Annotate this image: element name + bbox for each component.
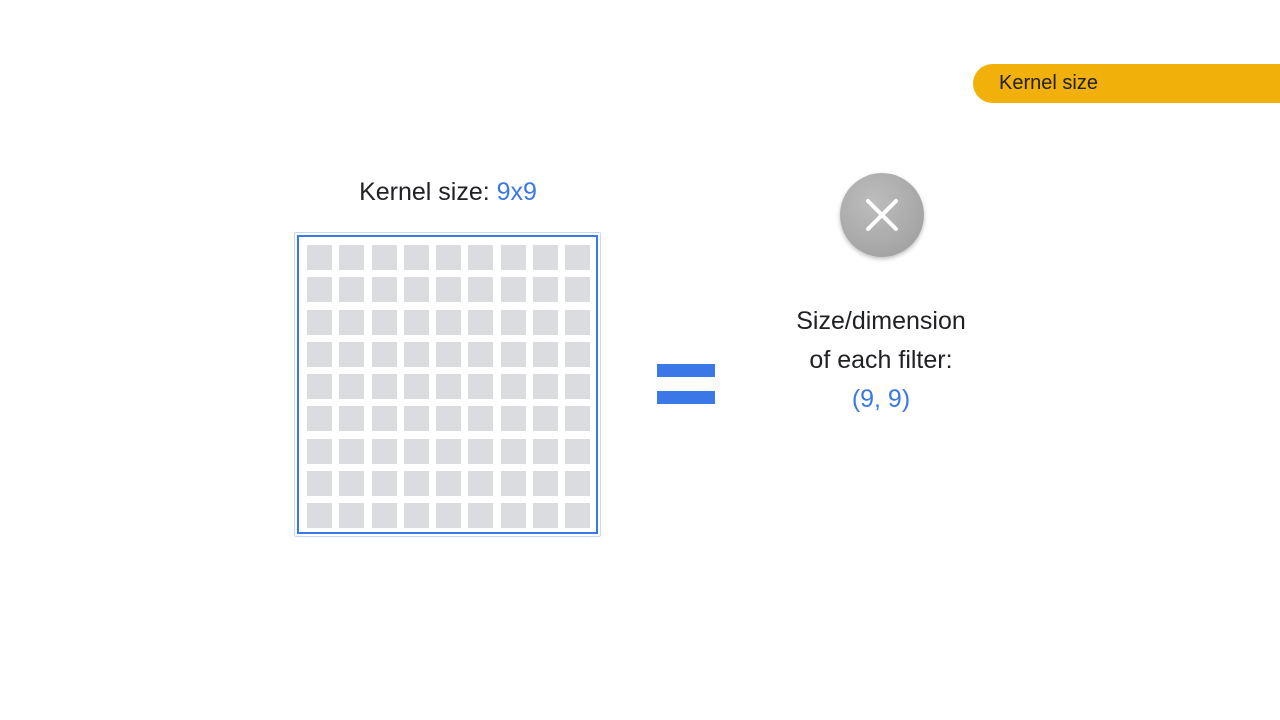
- kernel-cell: [307, 309, 332, 335]
- kernel-cell: [436, 245, 461, 270]
- kernel-cell: [403, 245, 429, 270]
- close-icon-glyph: [866, 199, 898, 231]
- close-icon: [840, 173, 924, 257]
- kernel-cell: [307, 438, 332, 464]
- kernel-cell: [339, 374, 365, 399]
- kernel-cell: [307, 277, 332, 303]
- kernel-cell: [436, 277, 461, 303]
- equals-icon: [657, 364, 715, 404]
- kernel-cell: [565, 277, 590, 303]
- kernel-cell: [371, 374, 397, 399]
- kernel-cell: [371, 245, 397, 270]
- kernel-cell: [532, 470, 558, 496]
- filter-line-2: of each filter:: [809, 346, 953, 374]
- filter-description: Size/dimension of each filter: (9, 9): [740, 302, 1022, 419]
- kernel-grid-box: [294, 232, 601, 537]
- kernel-cell: [339, 277, 365, 303]
- kernel-heading: Kernel size: 9x9: [296, 178, 600, 207]
- kernel-cell: [339, 406, 365, 432]
- kernel-cell: [500, 341, 526, 367]
- kernel-cell: [468, 503, 494, 528]
- kernel-cell: [436, 309, 461, 335]
- kernel-cell: [307, 406, 332, 432]
- equals-bar-bottom: [657, 391, 715, 404]
- kernel-cell: [532, 438, 558, 464]
- kernel-cell: [339, 470, 365, 496]
- kernel-cell: [307, 374, 332, 399]
- kernel-cell: [403, 309, 429, 335]
- kernel-cell: [339, 438, 365, 464]
- kernel-cell: [371, 309, 397, 335]
- kernel-cell: [468, 470, 494, 496]
- kernel-cell: [371, 503, 397, 528]
- kernel-grid: [307, 245, 590, 528]
- kernel-cell: [468, 406, 494, 432]
- equals-bar-top: [657, 364, 715, 377]
- kernel-cell: [307, 341, 332, 367]
- kernel-cell: [403, 374, 429, 399]
- kernel-cell: [339, 341, 365, 367]
- kernel-cell: [371, 470, 397, 496]
- kernel-cell: [468, 438, 494, 464]
- kernel-cell: [371, 277, 397, 303]
- kernel-cell: [339, 309, 365, 335]
- kernel-cell: [468, 341, 494, 367]
- kernel-cell: [565, 341, 590, 367]
- kernel-cell: [403, 438, 429, 464]
- kernel-cell: [532, 277, 558, 303]
- filter-line-1: Size/dimension: [796, 307, 966, 335]
- kernel-cell: [565, 470, 590, 496]
- kernel-cell: [339, 245, 365, 270]
- kernel-cell: [565, 309, 590, 335]
- kernel-cell: [436, 503, 461, 528]
- kernel-cell: [500, 438, 526, 464]
- kernel-size-value: 9x9: [496, 178, 537, 206]
- kernel-cell: [403, 341, 429, 367]
- kernel-cell: [436, 438, 461, 464]
- kernel-cell: [371, 438, 397, 464]
- kernel-cell: [371, 341, 397, 367]
- kernel-cell: [565, 374, 590, 399]
- kernel-cell: [468, 374, 494, 399]
- kernel-cell: [500, 245, 526, 270]
- kernel-cell: [436, 470, 461, 496]
- kernel-cell: [403, 470, 429, 496]
- kernel-cell: [307, 245, 332, 270]
- kernel-cell: [565, 245, 590, 270]
- kernel-cell: [500, 406, 526, 432]
- kernel-cell: [532, 374, 558, 399]
- kernel-cell: [403, 406, 429, 432]
- kernel-cell: [565, 503, 590, 528]
- kernel-cell: [403, 277, 429, 303]
- kernel-cell: [500, 470, 526, 496]
- kernel-cell: [532, 309, 558, 335]
- kernel-cell: [532, 245, 558, 270]
- kernel-grid-border: [297, 235, 598, 534]
- kernel-cell: [500, 503, 526, 528]
- kernel-cell: [307, 503, 332, 528]
- kernel-cell: [532, 503, 558, 528]
- kernel-cell: [371, 406, 397, 432]
- topic-pill: Kernel size: [973, 64, 1280, 103]
- kernel-cell: [436, 374, 461, 399]
- kernel-cell: [565, 438, 590, 464]
- kernel-cell: [500, 277, 526, 303]
- filter-dims: (9, 9): [851, 385, 911, 413]
- kernel-cell: [339, 503, 365, 528]
- kernel-cell: [532, 341, 558, 367]
- kernel-cell: [468, 309, 494, 335]
- kernel-cell: [500, 309, 526, 335]
- kernel-cell: [500, 374, 526, 399]
- kernel-cell: [468, 245, 494, 270]
- kernel-cell: [532, 406, 558, 432]
- topic-label: Kernel size: [999, 72, 1098, 94]
- kernel-cell: [403, 503, 429, 528]
- kernel-heading-prefix: Kernel size:: [359, 178, 497, 206]
- kernel-cell: [565, 406, 590, 432]
- kernel-cell: [468, 277, 494, 303]
- kernel-cell: [436, 406, 461, 432]
- kernel-cell: [436, 341, 461, 367]
- kernel-cell: [307, 470, 332, 496]
